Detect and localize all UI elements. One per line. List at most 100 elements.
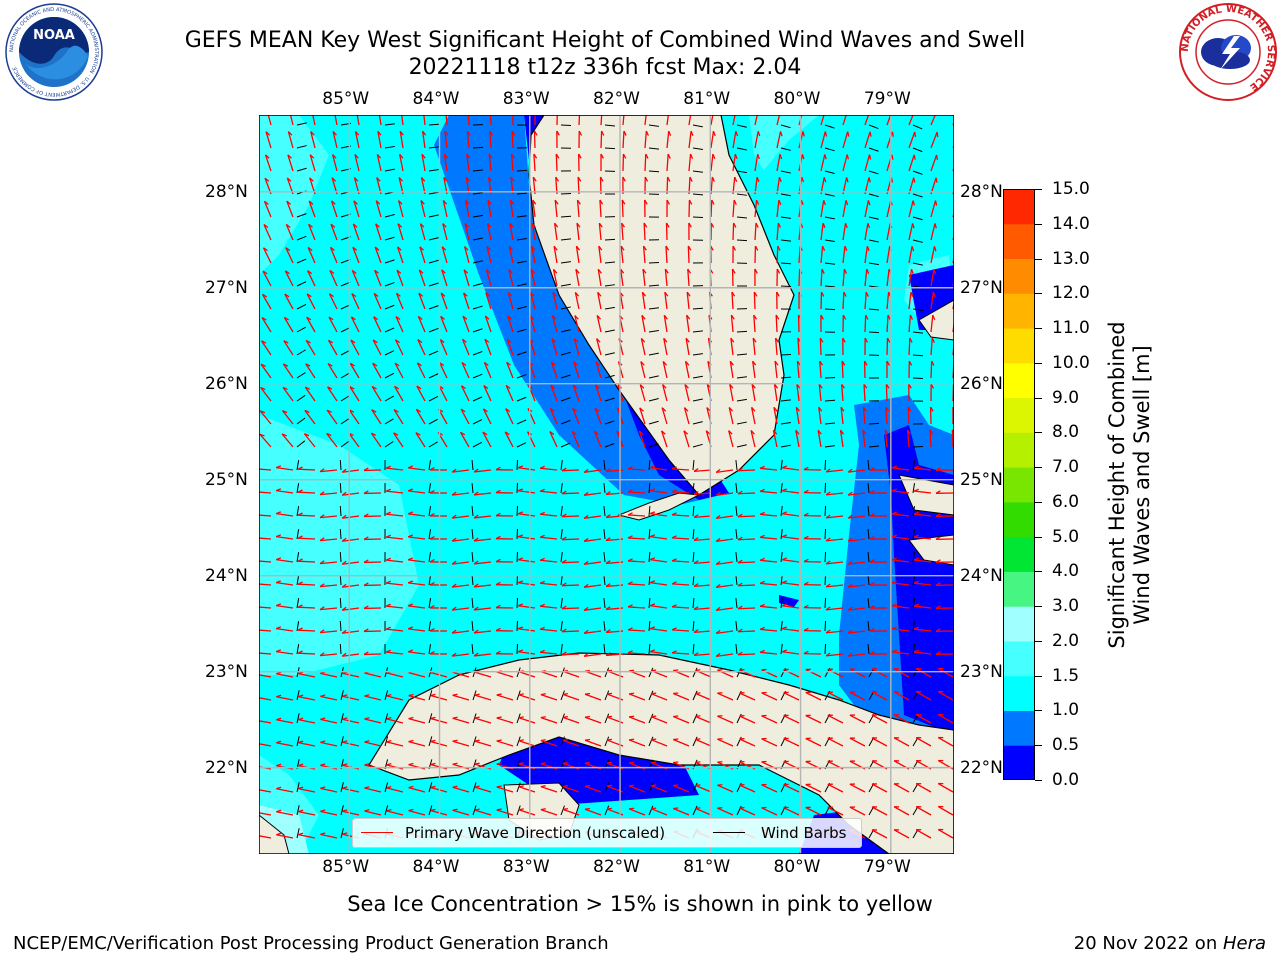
wave-arrow bbox=[408, 690, 433, 701]
colorbar-tick-mark bbox=[1035, 362, 1042, 364]
wave-arrow bbox=[693, 537, 712, 542]
wave-arrow bbox=[561, 490, 580, 495]
wave-arrow bbox=[684, 360, 703, 379]
wave-arrow bbox=[487, 199, 492, 218]
wave-arrow bbox=[773, 383, 791, 402]
wave-arrow bbox=[463, 269, 483, 287]
wave-arrow bbox=[518, 739, 536, 747]
wave-arrow bbox=[739, 714, 756, 724]
wave-arrow bbox=[731, 268, 748, 287]
wave-arrow bbox=[597, 268, 615, 287]
wave-arrow bbox=[818, 406, 835, 425]
wave-arrow bbox=[908, 360, 924, 379]
wave-arrow bbox=[452, 690, 477, 701]
wave-arrow bbox=[773, 406, 791, 425]
wave-arrow bbox=[665, 222, 670, 241]
wave-arrow bbox=[583, 552, 606, 565]
wave-arrow bbox=[666, 199, 671, 218]
wave-arrow bbox=[259, 491, 272, 494]
wave-arrow bbox=[430, 785, 448, 793]
colorbar-tick-label: 8.0 bbox=[1052, 422, 1080, 443]
wave-arrow bbox=[439, 338, 448, 356]
wave-arrow bbox=[517, 465, 536, 471]
wave-arrow bbox=[693, 606, 712, 611]
wave-arrow bbox=[348, 409, 360, 425]
wave-arrow bbox=[276, 782, 300, 793]
wave-arrow bbox=[530, 292, 536, 310]
lon-label-top: 83°W bbox=[502, 89, 550, 109]
wave-arrow bbox=[370, 432, 394, 448]
wave-arrow bbox=[276, 805, 300, 816]
wave-arrow bbox=[915, 668, 932, 678]
wave-arrow bbox=[451, 574, 474, 588]
wave-arrow bbox=[731, 291, 748, 310]
wave-arrow bbox=[641, 291, 659, 310]
wave-arrow bbox=[286, 200, 307, 218]
wave-arrow bbox=[451, 482, 474, 496]
wave-arrow bbox=[393, 385, 404, 402]
wave-arrow bbox=[263, 200, 272, 218]
wave-arrow bbox=[561, 582, 580, 587]
wave-arrow bbox=[650, 692, 668, 701]
wave-arrow bbox=[796, 383, 801, 402]
wave-arrow bbox=[639, 407, 659, 425]
wave-arrow bbox=[442, 223, 448, 241]
wave-arrow bbox=[820, 222, 835, 243]
wave-arrow bbox=[306, 316, 316, 333]
wave-arrow bbox=[285, 223, 307, 241]
wave-arrow bbox=[732, 131, 747, 151]
wave-arrow bbox=[518, 693, 536, 701]
wave-height-map bbox=[259, 115, 954, 854]
wave-arrow bbox=[662, 360, 668, 379]
footer-date-text: 20 Nov 2022 on bbox=[1073, 933, 1223, 954]
wave-arrow bbox=[913, 626, 932, 632]
wave-arrow bbox=[688, 199, 704, 219]
wave-arrow bbox=[474, 785, 492, 793]
colorbar-tick-mark bbox=[1035, 397, 1042, 399]
wave-arrow bbox=[463, 246, 483, 264]
wave-arrow bbox=[556, 130, 572, 149]
wave-arrow bbox=[908, 314, 923, 334]
wave-arrow bbox=[443, 153, 448, 172]
wave-arrow bbox=[260, 363, 272, 379]
wave-arrow bbox=[508, 245, 527, 264]
wave-arrow bbox=[508, 269, 527, 287]
lon-label-top: 80°W bbox=[773, 89, 821, 109]
wave-arrow bbox=[869, 467, 888, 471]
wave-arrow bbox=[416, 362, 439, 379]
colorbar-segment bbox=[1003, 571, 1035, 607]
wave-arrow bbox=[597, 291, 615, 310]
wave-arrow bbox=[539, 598, 563, 609]
wave-arrow bbox=[871, 691, 888, 701]
wave-arrow bbox=[759, 598, 783, 609]
wave-arrow bbox=[664, 291, 669, 310]
wave-arrow bbox=[421, 130, 439, 149]
wave-arrow bbox=[930, 360, 935, 379]
wave-arrow bbox=[649, 603, 668, 609]
wave-arrow bbox=[573, 361, 580, 379]
wave-arrow bbox=[373, 292, 395, 310]
wave-arrow bbox=[386, 808, 404, 816]
wave-arrow bbox=[305, 363, 316, 379]
wave-arrow bbox=[539, 529, 563, 540]
wave-arrow bbox=[584, 805, 610, 816]
wave-arrow bbox=[891, 575, 916, 586]
wave-arrow bbox=[673, 713, 698, 724]
wave-arrow bbox=[820, 291, 836, 311]
wave-arrow bbox=[326, 432, 350, 448]
wave-arrow bbox=[864, 291, 879, 311]
wave-arrow bbox=[825, 629, 844, 634]
wave-arrow bbox=[298, 694, 316, 701]
wave-arrow bbox=[423, 115, 440, 126]
wave-arrow bbox=[825, 468, 844, 473]
wave-arrow bbox=[628, 690, 654, 701]
wave-arrow bbox=[506, 361, 527, 379]
wave-arrow bbox=[820, 154, 835, 174]
wave-arrow bbox=[374, 269, 395, 287]
wave-arrow bbox=[451, 551, 474, 565]
wave-arrow bbox=[644, 130, 659, 150]
wave-arrow bbox=[825, 606, 844, 611]
colorbar-tick-label: 7.0 bbox=[1052, 457, 1080, 478]
wave-arrow bbox=[341, 537, 360, 542]
wave-arrow bbox=[891, 644, 916, 655]
